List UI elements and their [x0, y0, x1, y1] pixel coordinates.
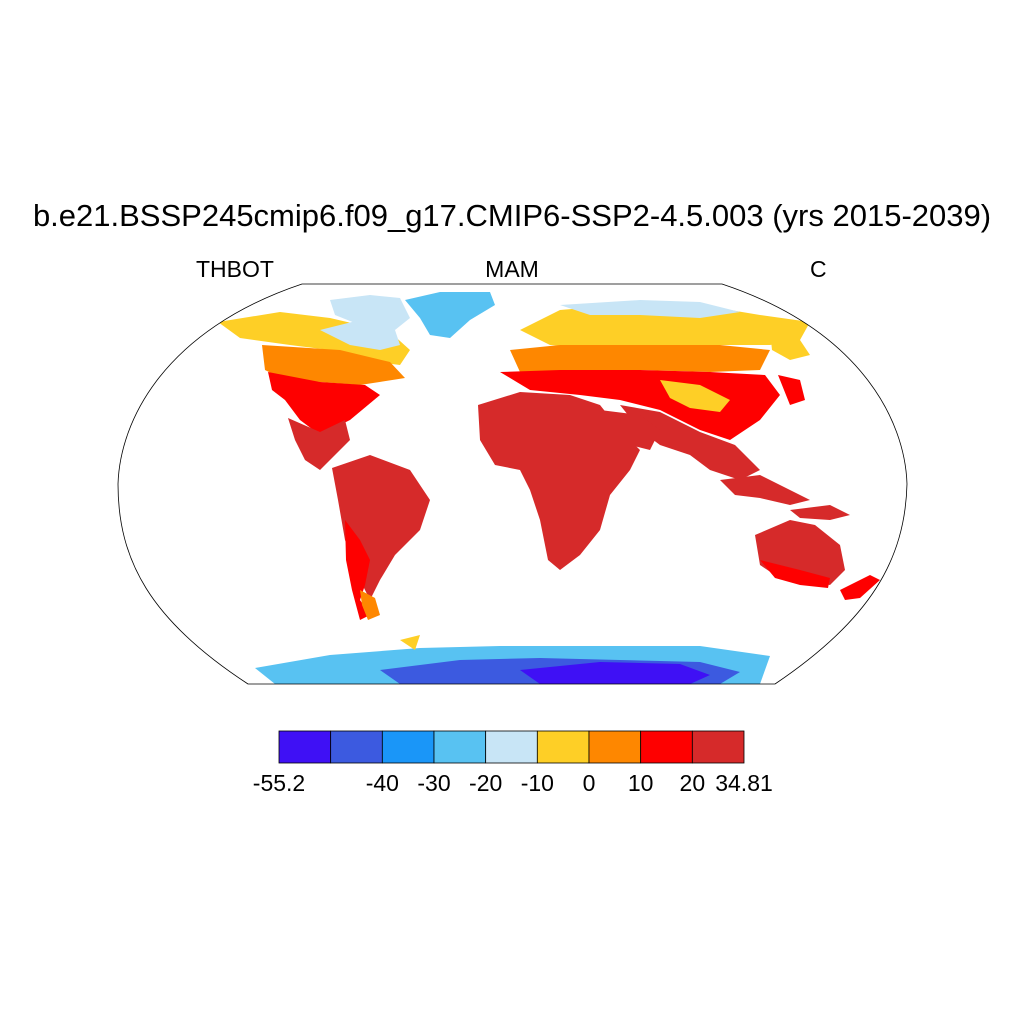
- colorbar-swatch: [330, 730, 383, 764]
- plot-title: b.e21.BSSP245cmip6.f09_g17.CMIP6-SSP2-4.…: [32, 198, 992, 233]
- australia: [755, 520, 880, 600]
- colorbar-swatch: [640, 730, 693, 764]
- colorbar-tick-label: -40: [365, 770, 399, 796]
- colorbar-swatch: [588, 730, 642, 764]
- colorbar-swatch: [433, 730, 487, 764]
- colorbar-swatch: [536, 730, 590, 764]
- colorbar-tick-label: 0: [582, 770, 596, 796]
- map-border: [117, 283, 908, 685]
- colorbar-swatch: [691, 730, 745, 764]
- season-label: MAM: [485, 256, 539, 282]
- colorbar-tick-label: -30: [417, 770, 451, 796]
- greenland: [330, 292, 495, 338]
- colorbar-tick-label: 10: [627, 770, 654, 796]
- variable-name: THBOT: [196, 256, 274, 282]
- colorbar-tick-label: 20: [679, 770, 706, 796]
- colorbar-tick-label: -20: [469, 770, 503, 796]
- eurasia: [500, 300, 810, 480]
- south-america: [332, 455, 430, 620]
- maritime-asia: [720, 475, 850, 520]
- colorbar-swatch: [485, 730, 538, 764]
- colorbar-swatch: [381, 730, 435, 764]
- north-america: [218, 312, 410, 470]
- units-label: C: [810, 256, 827, 282]
- colorbar-tick-label: -55.2: [252, 770, 306, 796]
- colorbar-swatch: [278, 730, 332, 764]
- colorbar-tick-label: 34.81: [715, 770, 773, 796]
- africa: [478, 392, 660, 570]
- colorbar-tick-label: -10: [520, 770, 554, 796]
- antarctica: [255, 635, 770, 684]
